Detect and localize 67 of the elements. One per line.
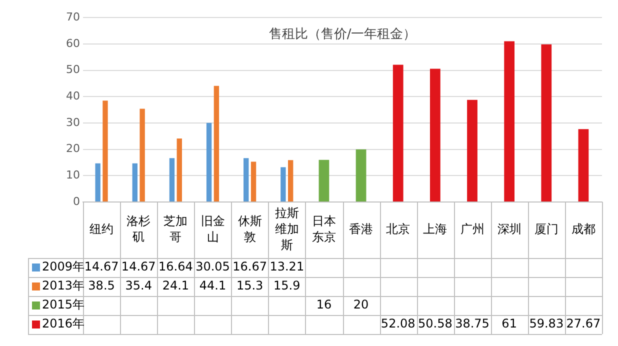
data-label: 16.67 (232, 260, 267, 274)
bar (318, 160, 330, 202)
x-tick-label: 芝加哥 (164, 214, 188, 244)
data-label: 35.4 (125, 278, 152, 293)
x-tick-label: 日本东京 (312, 214, 336, 244)
data-label: 38.5 (88, 278, 115, 293)
data-label: 15.9 (274, 278, 300, 293)
data-label: 44.1 (199, 278, 226, 293)
bar (95, 163, 100, 202)
bar (504, 41, 515, 202)
x-tick-label: 广州 (460, 222, 484, 236)
x-tick-label: 休斯敦 (238, 214, 262, 244)
x-tick-label: 厦门 (534, 222, 558, 236)
data-label: 16.64 (158, 260, 193, 274)
data-label: 50.58 (418, 316, 452, 331)
x-tick-label: 拉斯维加斯 (274, 206, 299, 252)
y-tick-label: 40 (66, 89, 80, 102)
x-tick-label: 成都 (571, 222, 596, 236)
data-label: 20 (353, 298, 369, 312)
bar (140, 108, 145, 202)
y-tick-label: 10 (66, 168, 80, 182)
bar (169, 158, 175, 202)
legend-label: 2015年 (42, 298, 85, 312)
data-label: 59.83 (529, 316, 564, 331)
bar (288, 160, 294, 202)
x-tick-label: 上海 (423, 222, 448, 236)
data-label: 14.67 (121, 260, 156, 274)
x-tick-label: 北京 (386, 222, 410, 236)
legend-label: 2013年 (42, 278, 85, 293)
bar (132, 163, 138, 202)
data-label: 52.08 (380, 316, 416, 331)
y-tick-label: 20 (66, 142, 80, 156)
data-label: 15.3 (236, 278, 264, 293)
bar (578, 129, 589, 202)
y-tick-label: 50 (66, 63, 80, 76)
bar (467, 100, 478, 202)
data-label: 14.67 (84, 260, 119, 274)
x-tick-label: 深圳 (497, 222, 522, 236)
data-label: 61 (502, 316, 517, 331)
x-tick-label: 纽约 (90, 222, 114, 236)
bar (280, 167, 286, 202)
legend-label: 2016年 (42, 316, 85, 331)
bar (244, 158, 249, 202)
bar (102, 100, 108, 202)
bar (541, 44, 552, 202)
bar (176, 138, 182, 202)
bar (214, 86, 220, 202)
data-label: 16 (316, 298, 332, 312)
bar (392, 64, 404, 202)
y-tick-label: 30 (66, 116, 80, 129)
y-tick-label: 60 (66, 36, 80, 50)
bar (206, 122, 212, 202)
x-tick-label: 洛杉矶 (126, 214, 151, 244)
y-tick-label: 0 (73, 194, 80, 208)
bar (250, 162, 256, 202)
x-tick-label: 香港 (349, 222, 374, 236)
legend-label: 2009年 (42, 260, 85, 274)
data-label: 24.1 (162, 278, 190, 293)
x-tick-label: 旧金山 (200, 214, 225, 244)
data-label: 13.21 (270, 260, 304, 274)
bar (356, 149, 366, 202)
data-label: 27.67 (566, 316, 601, 331)
data-label: 38.75 (455, 316, 490, 331)
bar (430, 68, 440, 202)
y-tick-label: 70 (66, 10, 80, 24)
text: 售租比（售价/一年租金） (268, 26, 416, 42)
data-label: 30.05 (196, 260, 230, 274)
